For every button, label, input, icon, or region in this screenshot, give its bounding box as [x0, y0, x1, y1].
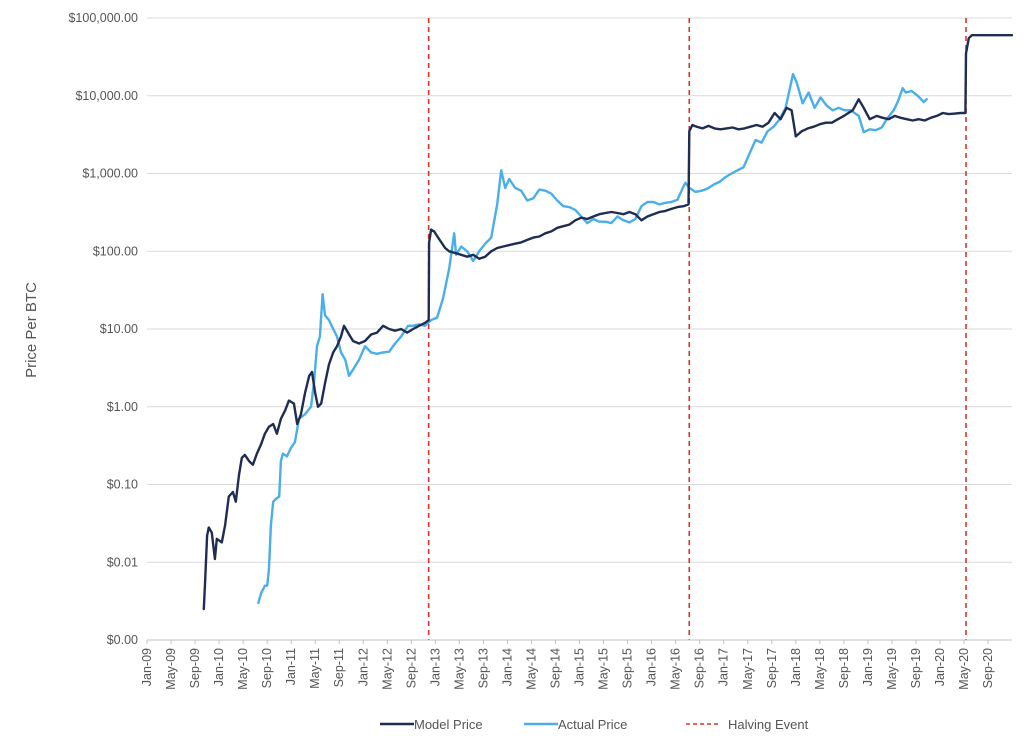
x-tick-label: Jan-18 — [789, 648, 803, 686]
x-tick-label: May-09 — [164, 648, 178, 690]
x-tick-label: Sep-10 — [260, 648, 274, 688]
x-tick-label: May-10 — [236, 648, 250, 690]
x-tick-label: May-12 — [380, 648, 394, 690]
x-tick-label: Sep-17 — [765, 648, 779, 688]
x-tick-label: Sep-20 — [981, 648, 995, 688]
x-tick-label: Jan-10 — [212, 648, 226, 686]
x-tick-label: Sep-13 — [476, 648, 490, 688]
x-tick-label: May-16 — [669, 648, 683, 690]
y-tick-label: $1,000.00 — [82, 167, 138, 181]
x-tick-label: May-18 — [813, 648, 827, 690]
x-tick-label: Jan-09 — [140, 648, 154, 686]
series-lines — [202, 34, 1014, 611]
y-axis-ticks: $0.00 $0.01 $0.10 $1.00 $10.00 $100.00 $1,000.… — [68, 11, 138, 647]
x-tick-label: Sep-19 — [909, 648, 923, 688]
x-tick-label: Jan-15 — [573, 648, 587, 686]
x-tick-label: Jan-19 — [861, 648, 875, 686]
y-tick-label: $10.00 — [100, 322, 138, 336]
x-tick-label: Sep-15 — [621, 648, 635, 688]
x-tick-label: May-15 — [597, 648, 611, 690]
legend: Model Price Actual Price Halving Event — [380, 717, 809, 732]
x-tick-label: Jan-20 — [933, 648, 947, 686]
y-tick-label: $1.00 — [107, 400, 138, 414]
gridlines — [147, 17, 1012, 563]
x-tick-label: Sep-14 — [549, 648, 563, 688]
x-tick-label: May-20 — [957, 648, 971, 690]
y-tick-label: $0.01 — [107, 555, 138, 569]
x-tick-label: May-19 — [885, 648, 899, 690]
x-tick-label: Sep-12 — [404, 648, 418, 688]
model-price-line — [202, 34, 1014, 611]
x-tick-label: Jan-17 — [717, 648, 731, 686]
legend-label-halving: Halving Event — [728, 717, 809, 732]
y-tick-label: $0.10 — [107, 478, 138, 492]
x-tick-label: Jan-11 — [284, 648, 298, 685]
x-tick-label: Jan-12 — [356, 648, 370, 686]
halving-lines — [427, 18, 967, 640]
x-axis-ticks: Jan-09 May-09 Sep-09 Jan-10 May-10 Sep-10 Jan-… — [140, 640, 995, 690]
x-tick-label: Jan-14 — [500, 648, 514, 686]
x-tick-label: Sep-18 — [837, 648, 851, 688]
x-tick-label: May-11 — [308, 648, 322, 689]
x-tick-label: Sep-09 — [188, 648, 202, 688]
x-tick-label: Jan-13 — [428, 648, 442, 686]
x-tick-label: May-14 — [524, 648, 538, 690]
y-tick-label: $100,000.00 — [68, 11, 138, 25]
legend-label-actual: Actual Price — [558, 717, 627, 732]
y-tick-label: $100.00 — [93, 244, 138, 258]
x-tick-label: Sep-16 — [693, 648, 707, 688]
y-tick-label: $10,000.00 — [75, 89, 138, 103]
x-tick-label: Sep-11 — [332, 648, 346, 687]
actual-price-line — [257, 72, 928, 605]
x-tick-label: Jan-16 — [645, 648, 659, 686]
y-tick-label: $0.00 — [107, 633, 138, 647]
x-tick-label: May-13 — [452, 648, 466, 690]
x-tick-label: May-17 — [741, 648, 755, 690]
y-axis-label: Price Per BTC — [23, 282, 40, 378]
legend-label-model: Model Price — [414, 717, 483, 732]
